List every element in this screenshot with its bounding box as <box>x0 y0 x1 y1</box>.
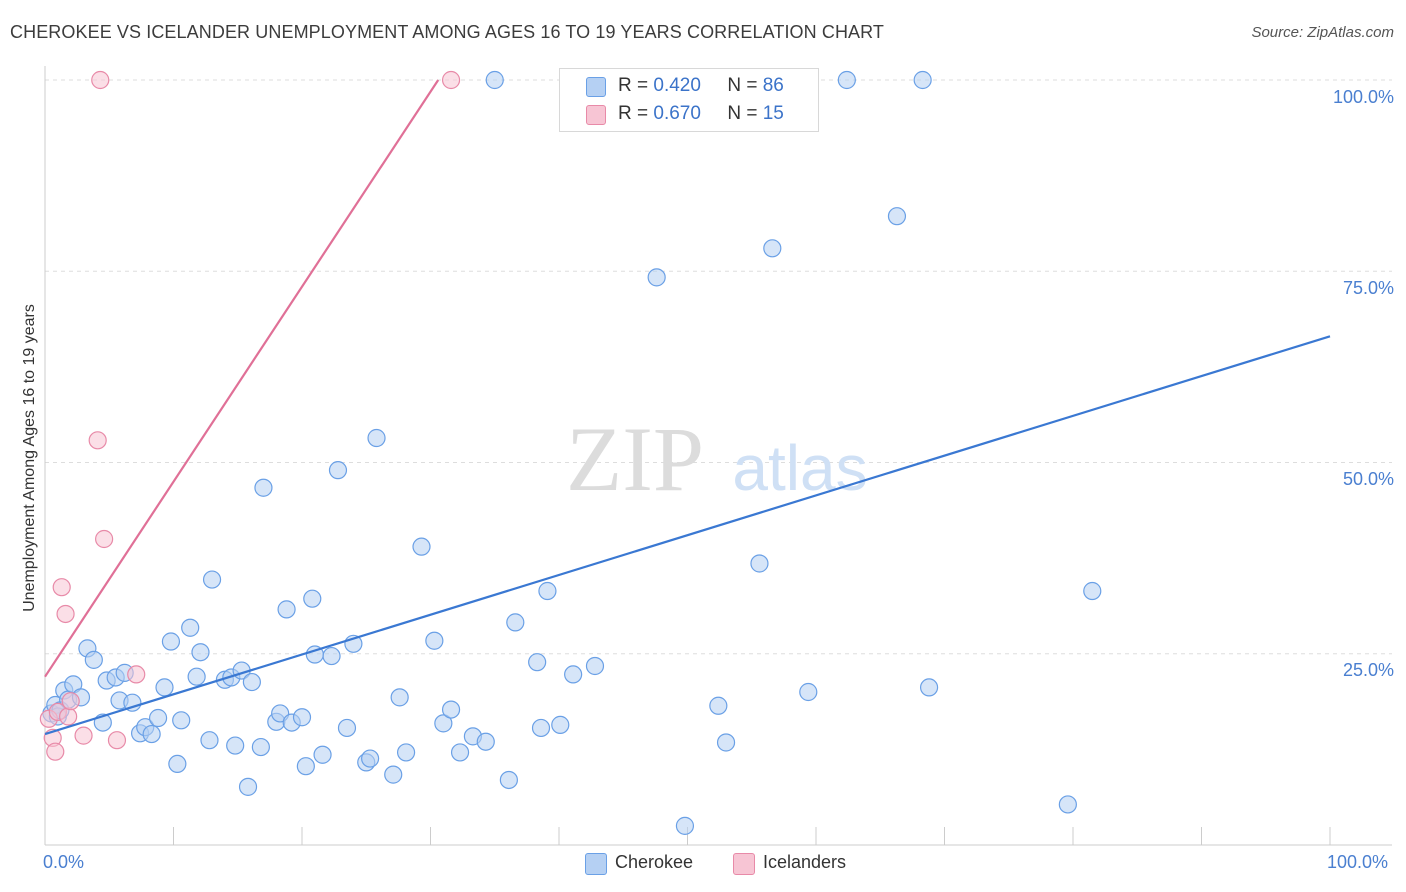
watermark-zip: ZIP <box>566 408 704 510</box>
cherokee-trend-line <box>44 335 1331 736</box>
cherokee-point <box>172 711 191 730</box>
cherokee-point <box>919 678 939 697</box>
legend-icelander-label: Icelanders <box>763 852 847 872</box>
cherokee-point <box>499 770 518 790</box>
cherokee-point <box>551 715 570 734</box>
cherokee-point <box>434 714 453 733</box>
cherokee-point <box>390 688 409 707</box>
y-tick-25: 25.0% <box>1342 660 1394 680</box>
watermark-atlas: atlas <box>732 432 867 504</box>
cherokee-point <box>887 207 907 226</box>
cherokee-point <box>485 70 504 90</box>
icelander-trend-line <box>44 79 440 678</box>
cherokee-point <box>367 428 386 448</box>
cherokee-point <box>528 653 547 672</box>
cherokee-point <box>191 643 210 662</box>
cherokee-point <box>763 239 782 258</box>
icelander-point <box>59 707 78 726</box>
cherokee-point <box>384 765 403 784</box>
cherokee-point <box>647 268 666 287</box>
cherokee-point <box>142 724 161 744</box>
cherokee-point <box>531 718 551 738</box>
icelander-point <box>88 431 107 450</box>
cherokee-point <box>709 696 728 715</box>
cherokee-point <box>148 708 168 728</box>
grid-lines <box>45 79 1392 655</box>
cherokee-point <box>168 754 187 774</box>
cherokee-point <box>441 700 461 719</box>
icelander-point <box>95 529 114 549</box>
cherokee-point <box>716 733 736 752</box>
icelander-point <box>91 70 110 90</box>
y-tick-100: 100.0% <box>1332 87 1394 107</box>
cherokee-point <box>328 461 348 480</box>
cherokee-point <box>799 682 818 702</box>
cherokee-point <box>251 737 270 757</box>
cherokee-point <box>313 745 332 764</box>
cherokee-point <box>450 743 470 762</box>
cherokee-point <box>187 667 206 686</box>
cherokee-point <box>202 570 222 589</box>
cherokee-point <box>226 736 245 755</box>
trend-lines <box>44 79 1331 736</box>
cherokee-point <box>913 70 932 90</box>
icelander-point <box>127 665 146 684</box>
cherokee-swatch <box>586 77 606 97</box>
cherokee-point <box>750 554 769 573</box>
cherokee-point <box>564 665 583 684</box>
cherokee-point <box>506 613 525 632</box>
cherokee-point <box>155 678 174 697</box>
icelander-point <box>107 731 127 750</box>
cherokee-point <box>337 718 357 738</box>
icelander-point <box>74 726 93 745</box>
cherokee-point <box>254 478 273 497</box>
axes <box>44 66 1392 846</box>
cherokee-point <box>181 618 200 637</box>
cherokee-point <box>303 589 322 608</box>
chart-title: CHEROKEE VS ICELANDER UNEMPLOYMENT AMONG… <box>10 22 885 42</box>
icelander-points <box>39 70 461 761</box>
icelander-point <box>441 70 461 90</box>
icelander-point <box>52 578 71 597</box>
y-tick-75: 75.0% <box>1342 278 1394 298</box>
source-label: Source: ZipAtlas.com <box>1251 24 1394 41</box>
cherokee-point <box>123 693 142 712</box>
icelander-point <box>46 742 65 761</box>
cherokee-point <box>1083 581 1102 601</box>
legend-cherokee-label: Cherokee <box>615 852 694 872</box>
x-tick-0: 0.0% <box>43 852 85 872</box>
cherokee-stats: R = 0.420 N = 86 <box>618 75 784 96</box>
x-tick-100: 100.0% <box>1327 852 1389 872</box>
cherokee-point <box>84 650 103 669</box>
cherokee-point <box>296 757 315 776</box>
icelander-point <box>56 604 75 624</box>
cherokee-point <box>675 816 695 835</box>
cherokee-point <box>292 708 312 727</box>
cherokee-point <box>200 731 219 750</box>
legend-icelander-swatch <box>733 853 755 875</box>
cherokee-point <box>837 70 856 90</box>
y-tick-50: 50.0% <box>1342 469 1394 489</box>
icelander-stats: R = 0.670 N = 15 <box>618 103 784 124</box>
cherokee-point <box>538 581 557 601</box>
cherokee-point <box>322 646 341 666</box>
cherokee-point <box>396 743 416 762</box>
cherokee-point <box>361 749 380 768</box>
icelander-point <box>61 692 80 711</box>
correlation-legend: R = 0.420 N = 86 R = 0.670 N = 15 <box>559 68 819 132</box>
cherokee-point <box>425 631 444 650</box>
cherokee-point <box>585 656 605 676</box>
legend-cherokee-swatch <box>585 853 607 875</box>
cherokee-point <box>277 600 296 619</box>
cherokee-point <box>238 777 258 796</box>
cherokee-point <box>242 672 261 692</box>
cherokee-point <box>412 537 431 556</box>
cherokee-point <box>476 732 495 751</box>
icelander-swatch <box>586 105 606 125</box>
cherokee-point <box>161 632 181 651</box>
cherokee-point <box>1058 795 1077 814</box>
